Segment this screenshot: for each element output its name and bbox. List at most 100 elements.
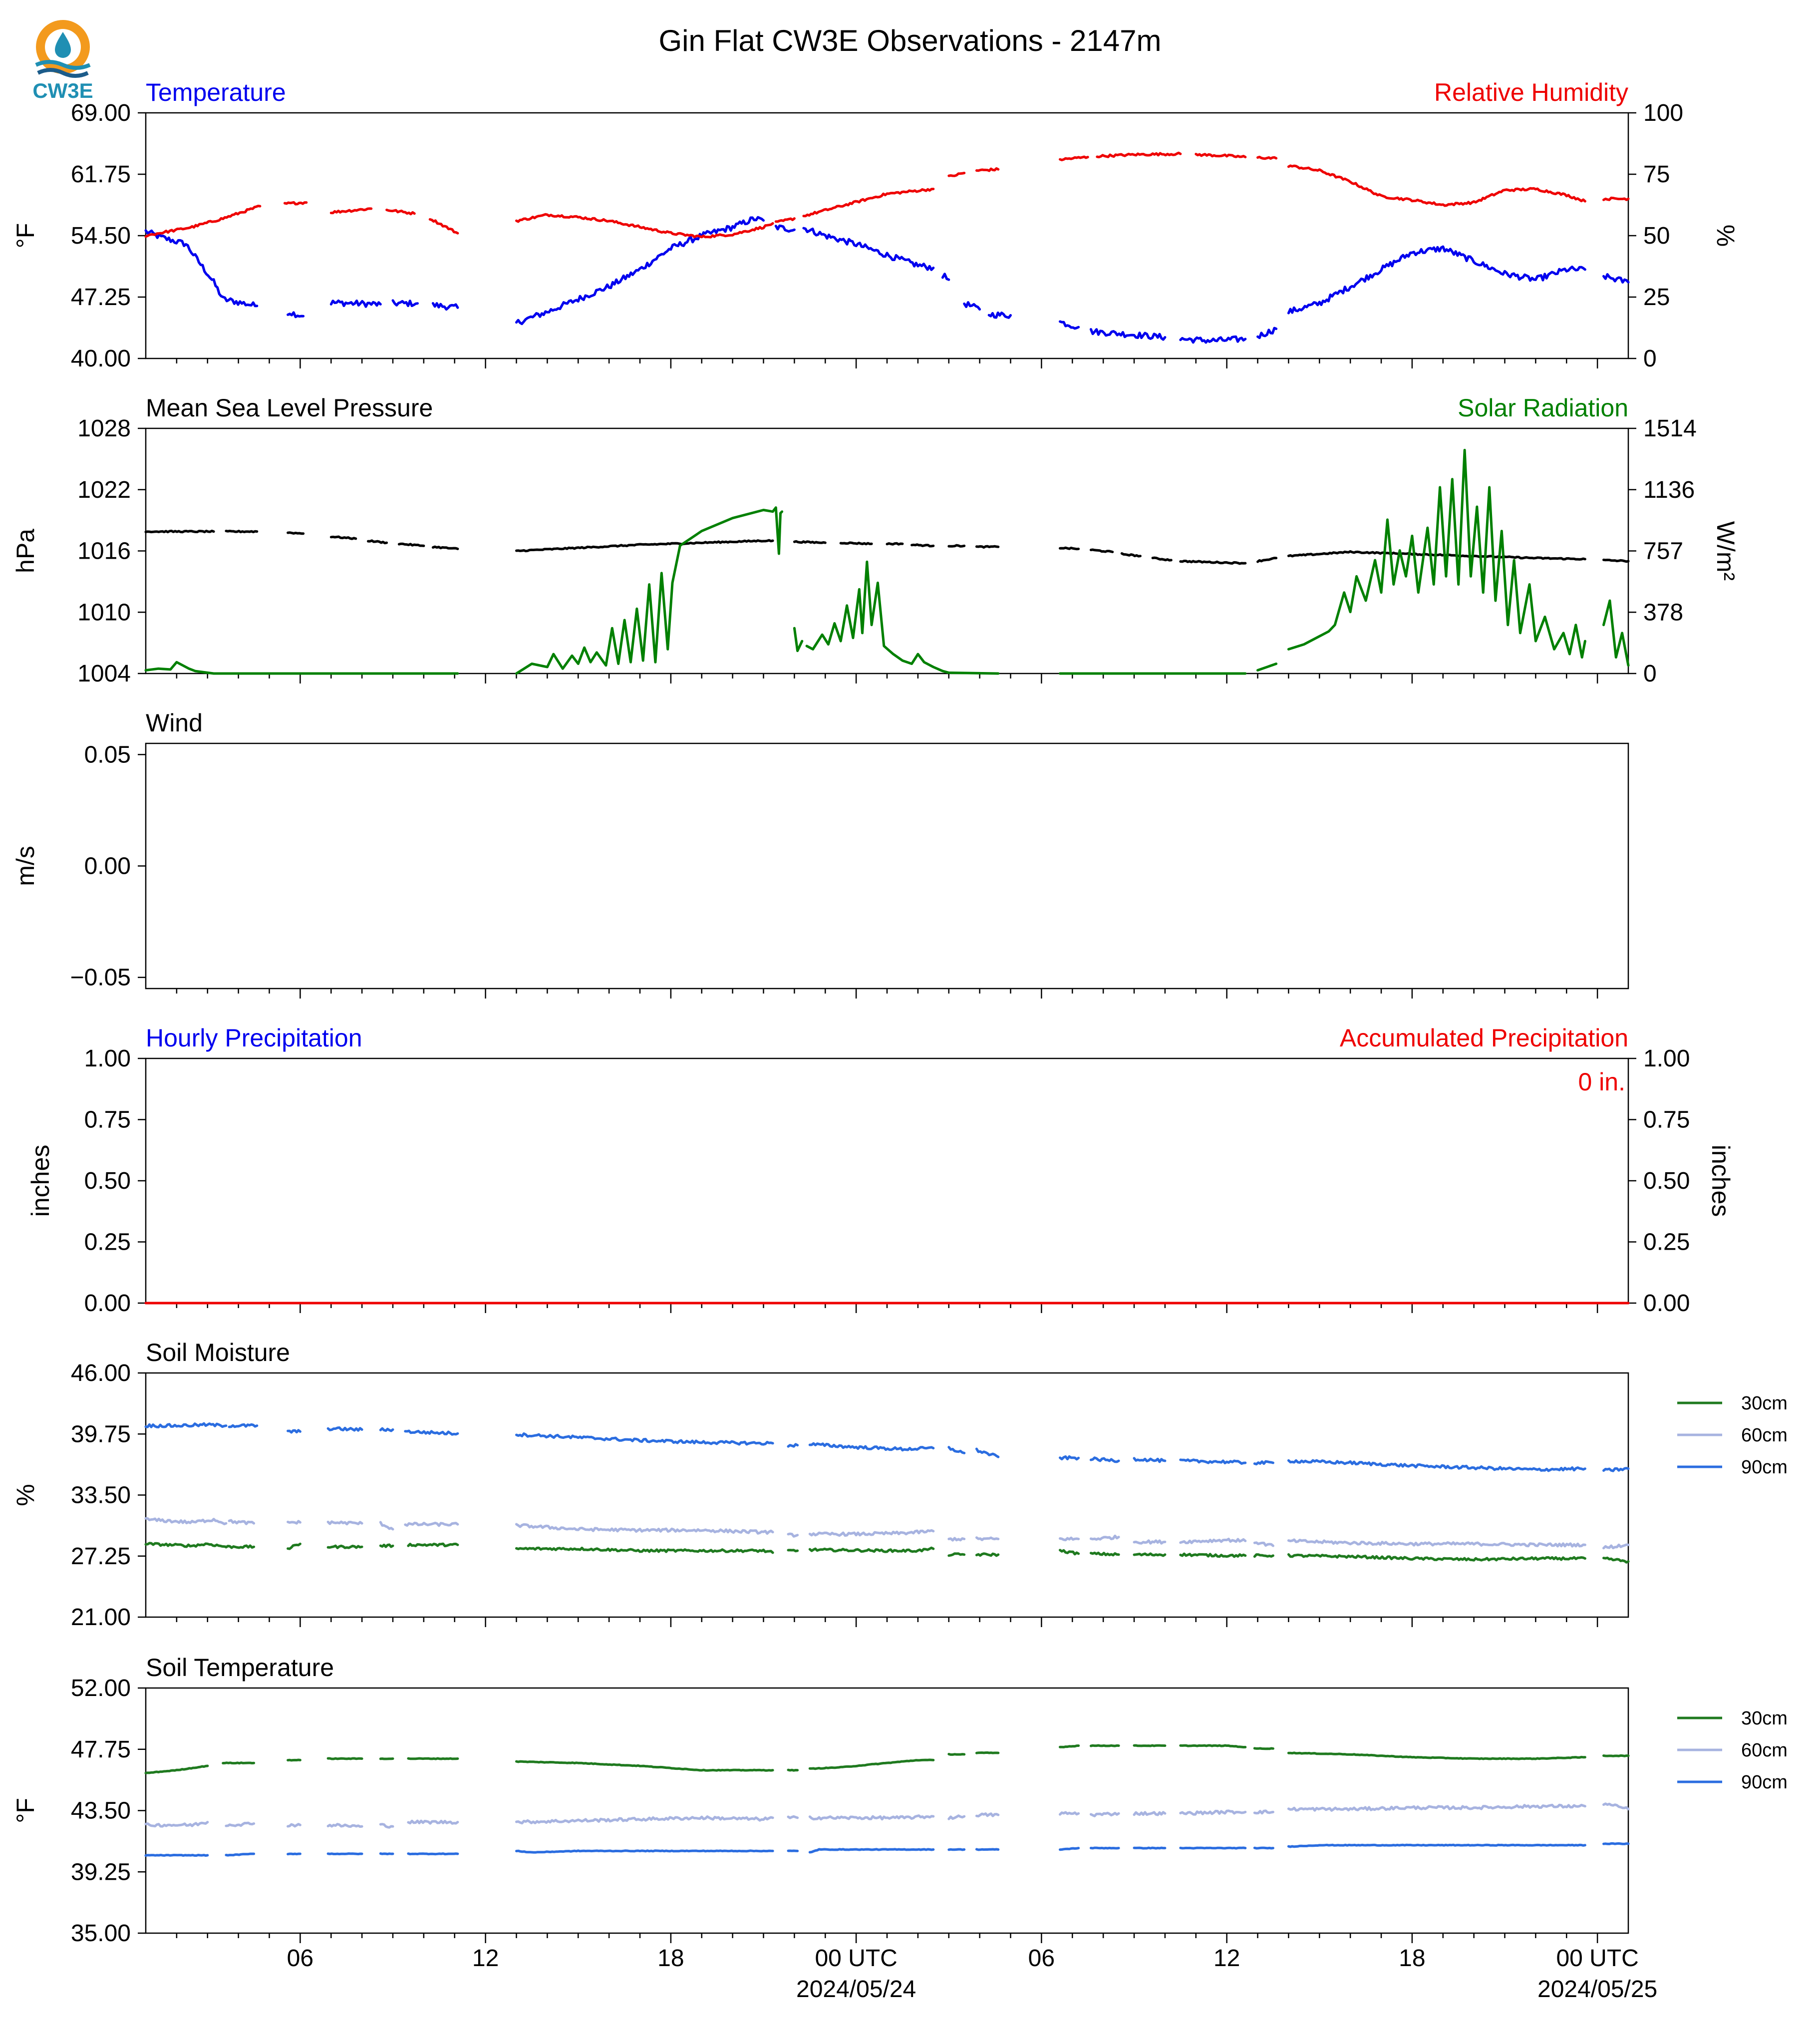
series-line-segment: [1254, 1555, 1273, 1557]
legend-label: 90cm: [1741, 1457, 1788, 1478]
series-line-segment: [949, 173, 964, 176]
y-tick-label: 0.75: [84, 1107, 131, 1133]
series-line-segment: [776, 219, 794, 222]
y-tick-label: 46.00: [71, 1360, 131, 1386]
series-line-segment: [788, 1534, 798, 1536]
y-tick-label: −0.05: [70, 965, 131, 991]
series-line-segment: [399, 544, 424, 546]
series-line-segment: [1288, 1805, 1585, 1810]
series-line-segment: [146, 206, 260, 237]
series-line-segment: [328, 1758, 362, 1759]
series-line-segment: [146, 1855, 208, 1856]
x-tick-date-label: 2024/05/25: [1537, 1976, 1657, 2003]
series-line-segment: [1254, 1461, 1273, 1464]
logo-text: CW3E: [32, 79, 93, 102]
series-temperature: [146, 217, 1628, 342]
y-axis-label-right: %: [1712, 225, 1740, 247]
series-line-segment: [841, 543, 872, 544]
series-line-segment: [1134, 1812, 1165, 1815]
series-line-segment: [887, 543, 903, 544]
y-tick-label-right: 1.00: [1643, 1045, 1690, 1072]
series-line-segment: [405, 1431, 458, 1434]
panel-title-left: Mean Sea Level Pressure: [146, 394, 433, 422]
series-line-segment: [1604, 1804, 1629, 1809]
y-axis-label: °F: [11, 223, 39, 249]
y-tick-label: 1016: [77, 538, 131, 565]
series-line-segment: [1091, 1553, 1119, 1555]
x-tick-label: 18: [657, 1945, 684, 1972]
series-line-segment: [1134, 1458, 1165, 1462]
series-line-segment: [229, 1424, 257, 1427]
series-line-segment: [989, 313, 1010, 318]
series-line-segment: [517, 540, 773, 551]
series-line-segment: [405, 1523, 458, 1526]
y-tick-label: 1010: [77, 599, 131, 626]
series-line-segment: [380, 1545, 393, 1547]
series-line-segment: [1288, 1555, 1585, 1561]
series-line-segment: [1181, 1554, 1245, 1557]
series-line-segment: [331, 301, 380, 307]
series-line-segment: [1091, 330, 1165, 340]
x-tick-label: 12: [472, 1945, 499, 1972]
y-tick-label: 1.00: [84, 1045, 131, 1072]
x-tick-label: 18: [1399, 1945, 1425, 1972]
series-30cm: [146, 1745, 1628, 1773]
series-line-segment: [976, 1554, 998, 1556]
series-line-segment: [288, 1824, 301, 1827]
series-line-segment: [1258, 558, 1276, 562]
x-tick-label: 06: [287, 1945, 313, 1972]
y-tick-label: 0.00: [84, 853, 131, 880]
series-line-segment: [1181, 1745, 1245, 1747]
series-line-segment: [288, 1430, 301, 1432]
series-line-segment: [380, 1428, 393, 1431]
series-line-segment: [331, 537, 356, 539]
series-line-segment: [1604, 1545, 1629, 1548]
series-line-segment: [146, 1518, 226, 1524]
y-tick-label-right: 378: [1643, 599, 1683, 626]
plot-frame: [146, 743, 1628, 989]
y-tick-label: 1028: [77, 415, 131, 442]
series-mean-sea-level-pressure: [146, 531, 1628, 564]
y-tick-label-right: 757: [1643, 538, 1683, 565]
series-line-segment: [810, 1530, 933, 1535]
plot-frame: [146, 1373, 1628, 1617]
series-line-segment: [976, 1449, 998, 1457]
series-line-segment: [794, 628, 802, 651]
series-line-segment: [810, 1548, 933, 1552]
series-line-segment: [1196, 154, 1245, 157]
series-line-segment: [1288, 1845, 1585, 1847]
series-line-segment: [1091, 1813, 1119, 1816]
y-tick-label-right: 0.00: [1643, 1290, 1690, 1317]
x-tick-label: 00 UTC: [1556, 1945, 1638, 1972]
series-line-segment: [1604, 198, 1629, 200]
series-line-segment: [1181, 337, 1245, 342]
series-line-segment: [1060, 322, 1079, 329]
series-line-segment: [517, 1817, 773, 1823]
series-line-segment: [1258, 664, 1276, 671]
series-line-segment: [1604, 275, 1629, 283]
y-tick-label: 0.25: [84, 1229, 131, 1256]
series-line-segment: [1604, 1843, 1629, 1844]
y-tick-label-right: 100: [1643, 100, 1683, 126]
y-tick-label: 47.75: [71, 1736, 131, 1763]
plot-frame: [146, 1058, 1628, 1303]
panel-title-left: Hourly Precipitation: [146, 1024, 362, 1052]
y-tick-label-right: 0: [1643, 661, 1657, 687]
plot-frame: [146, 428, 1628, 674]
accumulated-total-label: 0 in.: [1578, 1068, 1625, 1096]
series-line-segment: [328, 1824, 362, 1827]
y-axis-label: %: [11, 1484, 39, 1506]
series-line-segment: [1122, 554, 1140, 557]
series-line-segment: [430, 219, 458, 233]
series-line-segment: [1604, 1558, 1629, 1562]
panel-soil_temperature: Soil Temperature52.0047.7543.5039.2535.0…: [11, 1654, 1788, 1947]
cw3e-logo: CW3E: [32, 20, 93, 102]
series-line-segment: [517, 1433, 773, 1444]
series-30cm: [146, 1543, 1628, 1563]
series-line-segment: [949, 1849, 964, 1850]
series-line-segment: [408, 1544, 458, 1546]
